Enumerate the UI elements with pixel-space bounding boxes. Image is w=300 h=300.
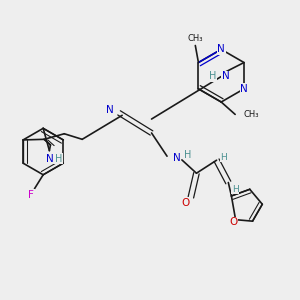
Text: N: N (222, 71, 230, 82)
Text: H: H (184, 150, 191, 160)
Text: H: H (55, 154, 62, 164)
Text: N: N (106, 105, 113, 115)
Text: O: O (181, 198, 189, 208)
Text: N: N (173, 153, 181, 163)
Text: H: H (220, 153, 227, 162)
Text: CH₃: CH₃ (188, 34, 203, 43)
Text: F: F (28, 190, 34, 200)
Text: CH₃: CH₃ (244, 110, 259, 119)
Text: N: N (240, 84, 248, 94)
Text: N: N (217, 44, 225, 54)
Text: H: H (209, 71, 216, 82)
Text: O: O (229, 217, 237, 227)
Text: N: N (46, 154, 54, 164)
Text: H: H (232, 185, 238, 194)
